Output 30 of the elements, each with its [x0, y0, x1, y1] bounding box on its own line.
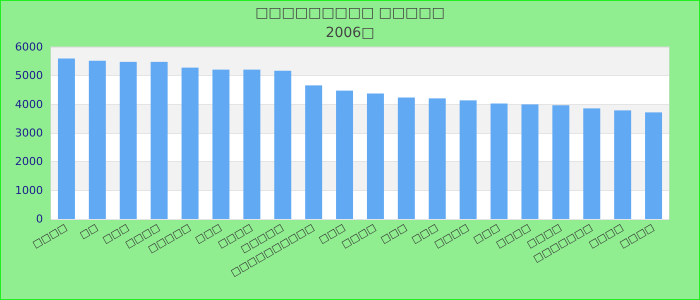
bar — [212, 70, 230, 219]
y-tick-label: 5000 — [15, 69, 43, 82]
bar — [552, 105, 570, 219]
bar — [366, 93, 384, 219]
bar — [150, 62, 168, 219]
bar — [274, 70, 292, 219]
bar — [614, 110, 632, 219]
y-tick-label: 4000 — [15, 98, 43, 111]
bar — [398, 97, 415, 219]
bar — [88, 60, 106, 219]
bar — [521, 104, 538, 219]
bar — [243, 70, 260, 219]
bar — [120, 62, 137, 219]
bar — [182, 68, 199, 219]
x-tick-label: □□ — [78, 222, 100, 242]
y-tick-label: 3000 — [15, 126, 43, 140]
y-tick-label: 2000 — [15, 155, 43, 168]
bar — [460, 100, 477, 219]
bar — [336, 90, 354, 219]
bar — [58, 58, 75, 219]
bar — [490, 103, 508, 219]
bar — [305, 85, 322, 219]
chart-title: □□□□□□□□□ □□□□□ — [255, 5, 445, 21]
y-tick-label: 6000 — [15, 40, 43, 54]
y-tick-label: 1000 — [15, 184, 43, 197]
bar — [428, 98, 446, 219]
bar — [645, 112, 662, 219]
bar — [583, 108, 600, 219]
chart-subtitle: 2006□ — [326, 25, 374, 41]
y-tick-label: 0 — [36, 212, 43, 226]
